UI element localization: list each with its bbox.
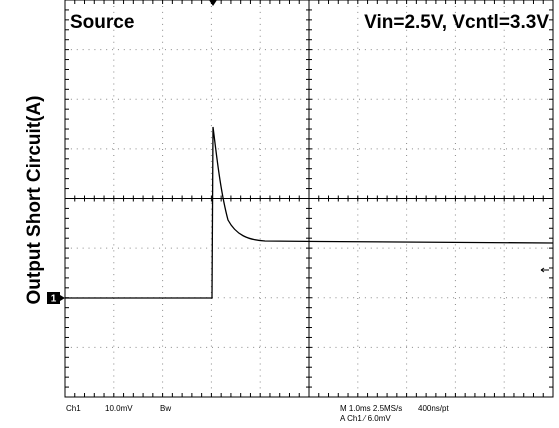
title-left: Source	[70, 12, 134, 33]
status-resolution: 400ns/pt	[418, 404, 449, 413]
channel-marker: 1	[51, 294, 57, 305]
status-timebase: M 1.0ms 2.5MS/s	[340, 404, 402, 413]
channel-marker-box	[47, 292, 60, 304]
title-right: Vin=2.5V, Vcntl=3.3V	[364, 12, 549, 33]
status-scale: 10.0mV	[105, 404, 133, 413]
channel-marker-arrow	[60, 295, 65, 301]
status-trigger: A Ch1 ⁄ 6.0mV	[340, 414, 391, 423]
y-axis-label: Output Short Circuit(A)	[24, 96, 45, 305]
status-channel: Ch1	[66, 404, 81, 413]
waveform	[65, 126, 554, 299]
trigger-position-marker	[209, 0, 217, 6]
trigger-level-marker	[540, 267, 549, 273]
status-bandwidth: Bw	[160, 404, 171, 413]
